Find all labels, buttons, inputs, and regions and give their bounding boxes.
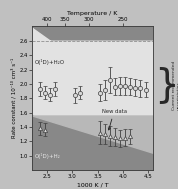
Text: O(¹D)+H₂O: O(¹D)+H₂O	[35, 59, 65, 65]
Text: New data: New data	[102, 109, 127, 130]
Y-axis label: Rate constant / 10⁻¹⁰ cm³ s⁻¹: Rate constant / 10⁻¹⁰ cm³ s⁻¹	[11, 58, 17, 138]
Polygon shape	[32, 26, 153, 114]
X-axis label: 1000 K / T: 1000 K / T	[77, 182, 108, 187]
Text: }: }	[154, 66, 178, 104]
X-axis label: Temperature / K: Temperature / K	[67, 11, 118, 15]
Text: O(¹D)+H₂: O(¹D)+H₂	[35, 153, 61, 159]
Text: Current recommended
uncertainties: Current recommended uncertainties	[172, 60, 178, 110]
